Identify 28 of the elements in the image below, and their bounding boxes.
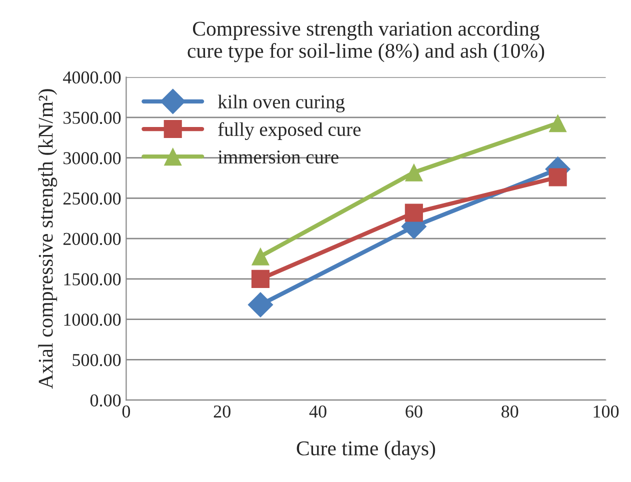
x-tick-label: 80 bbox=[502, 405, 518, 418]
point bbox=[548, 114, 567, 132]
y-tick-label: 1500.00 bbox=[64, 273, 121, 286]
chart-title: Compressive strength variation according cure type for soil-lime (8%) and ash (10%) bbox=[188, 21, 544, 62]
point bbox=[248, 292, 274, 318]
y-tick-label: 2500.00 bbox=[63, 192, 121, 205]
x-tick-label: 40 bbox=[309, 405, 326, 418]
point bbox=[404, 204, 423, 222]
legend-label: immersion cure bbox=[218, 150, 338, 164]
y-tick-label: 500.00 bbox=[72, 354, 121, 366]
y-tick-label: 3000.00 bbox=[64, 152, 121, 164]
x-tick-label: 20 bbox=[214, 405, 230, 418]
legend-label: kiln oven curing bbox=[218, 94, 345, 112]
point bbox=[404, 163, 423, 182]
point bbox=[251, 247, 270, 266]
y-tick-label: 3500.00 bbox=[64, 112, 121, 124]
y-axis-title: Axial compressive strength (kN/m²) bbox=[38, 89, 58, 389]
x-tick-label: 60 bbox=[406, 405, 422, 418]
y-tick-label: 0.00 bbox=[90, 394, 121, 407]
y-tick-label: 4000.00 bbox=[63, 71, 121, 84]
y-tick-label: 1000.00 bbox=[64, 314, 121, 326]
point bbox=[251, 270, 270, 288]
legend-label: fully exposed cure bbox=[218, 122, 361, 140]
x-axis-title: Cure time (days) bbox=[296, 440, 436, 460]
x-tick-label: 0 bbox=[122, 405, 130, 418]
y-tick-label: 2000.00 bbox=[63, 232, 121, 246]
x-tick-label: 100 bbox=[594, 405, 619, 418]
point bbox=[548, 168, 567, 186]
